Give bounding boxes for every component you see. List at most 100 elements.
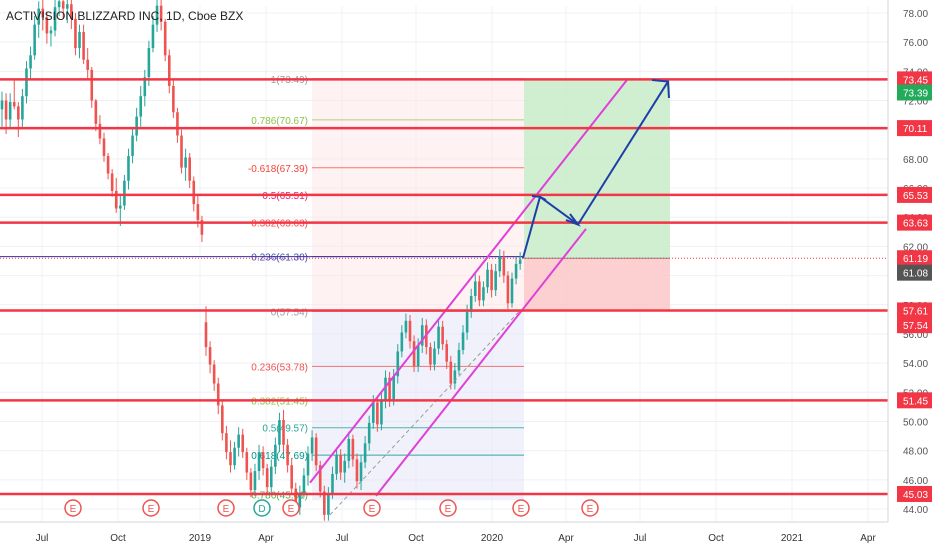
candle-body[interactable] (310, 437, 314, 454)
candle-body[interactable] (429, 347, 432, 365)
candle-body[interactable] (282, 420, 285, 445)
candle-body[interactable] (290, 465, 293, 489)
candle-body[interactable] (302, 475, 306, 493)
candle-body[interactable] (465, 312, 469, 333)
candle-body[interactable] (359, 462, 363, 482)
candle-body[interactable] (241, 434, 245, 453)
candle-body[interactable] (53, 7, 57, 31)
candle-body[interactable] (249, 472, 253, 491)
candle-body[interactable] (408, 320, 412, 342)
candle-body[interactable] (225, 433, 228, 453)
candle-body[interactable] (335, 455, 338, 474)
candle-body[interactable] (404, 320, 408, 333)
candle-body[interactable] (74, 18, 77, 49)
candle-body[interactable] (347, 438, 351, 461)
candle-body[interactable] (49, 30, 53, 34)
candle-body[interactable] (188, 157, 191, 181)
candle-body[interactable] (274, 444, 277, 467)
candle-body[interactable] (163, 21, 167, 56)
candle-body[interactable] (176, 112, 179, 136)
candle-body[interactable] (245, 452, 249, 473)
candle-body[interactable] (147, 48, 151, 78)
candle-body[interactable] (192, 180, 196, 205)
candle-body[interactable] (376, 402, 379, 425)
candle-body[interactable] (518, 259, 522, 264)
candle-body[interactable] (21, 96, 24, 120)
candle-body[interactable] (494, 271, 497, 291)
candle-body[interactable] (212, 364, 216, 384)
candle-body[interactable] (469, 296, 473, 313)
candle-body[interactable] (98, 123, 102, 139)
candle-body[interactable] (490, 269, 493, 291)
candle-body[interactable] (123, 180, 126, 206)
candle-body[interactable] (441, 326, 444, 345)
candle-body[interactable] (57, 1, 61, 8)
candle-body[interactable] (143, 77, 147, 97)
candle-body[interactable] (94, 100, 98, 124)
candle-body[interactable] (25, 68, 28, 97)
earnings-marker[interactable] (439, 499, 457, 517)
candle-body[interactable] (200, 220, 204, 235)
candle-body[interactable] (412, 341, 416, 367)
candle-body[interactable] (396, 351, 400, 377)
candle-body[interactable] (380, 399, 383, 425)
earnings-marker[interactable] (581, 499, 599, 517)
candle-body[interactable] (265, 468, 269, 488)
candle-body[interactable] (114, 190, 118, 209)
candle-body[interactable] (384, 377, 387, 400)
candle-body[interactable] (196, 204, 200, 221)
candle-body[interactable] (486, 269, 489, 288)
candle-body[interactable] (261, 452, 265, 469)
candle-body[interactable] (371, 402, 375, 423)
earnings-marker[interactable] (282, 499, 300, 517)
candle-body[interactable] (257, 452, 261, 472)
candle-body[interactable] (61, 1, 65, 9)
candle-body[interactable] (65, 4, 69, 9)
candle-body[interactable] (449, 361, 453, 384)
candle-body[interactable] (82, 31, 85, 60)
candle-body[interactable] (461, 332, 465, 350)
candle-body[interactable] (184, 157, 187, 168)
candle-body[interactable] (45, 17, 49, 34)
candle-body[interactable] (323, 491, 326, 515)
candle-body[interactable] (298, 492, 302, 508)
candle-body[interactable] (208, 347, 212, 365)
candle-body[interactable] (400, 332, 404, 352)
candle-body[interactable] (355, 459, 359, 482)
candle-body[interactable] (286, 444, 289, 466)
candle-body[interactable] (0, 100, 4, 110)
candle-body[interactable] (102, 138, 106, 156)
candle-body[interactable] (37, 8, 41, 25)
candle-body[interactable] (172, 85, 175, 113)
candle-body[interactable] (269, 466, 273, 488)
earnings-marker[interactable] (512, 499, 530, 517)
candle-body[interactable] (392, 376, 395, 400)
candle-body[interactable] (216, 383, 220, 406)
candle-body[interactable] (180, 135, 183, 168)
candle-body[interactable] (388, 377, 391, 400)
candle-body[interactable] (237, 434, 240, 448)
candle-body[interactable] (139, 96, 143, 117)
candle-body[interactable] (29, 55, 32, 69)
candle-body[interactable] (119, 205, 122, 209)
candle-body[interactable] (294, 488, 298, 508)
candle-body[interactable] (33, 24, 36, 56)
candle-body[interactable] (233, 447, 236, 466)
candle-body[interactable] (151, 24, 155, 49)
earnings-marker[interactable] (142, 499, 160, 517)
candle-body[interactable] (331, 473, 334, 495)
candle-body[interactable] (90, 69, 94, 101)
candle-body[interactable] (70, 4, 73, 19)
candle-body[interactable] (420, 325, 424, 346)
candle-body[interactable] (127, 155, 130, 181)
candle-body[interactable] (478, 281, 481, 301)
candle-body[interactable] (445, 344, 449, 362)
candle-body[interactable] (41, 8, 45, 18)
earnings-marker[interactable] (253, 499, 271, 517)
candle-body[interactable] (510, 278, 514, 304)
candle-body[interactable] (221, 405, 224, 434)
candle-body[interactable] (416, 345, 420, 367)
earnings-marker[interactable] (217, 499, 235, 517)
candle-body[interactable] (498, 256, 502, 272)
candle-body[interactable] (131, 135, 134, 156)
